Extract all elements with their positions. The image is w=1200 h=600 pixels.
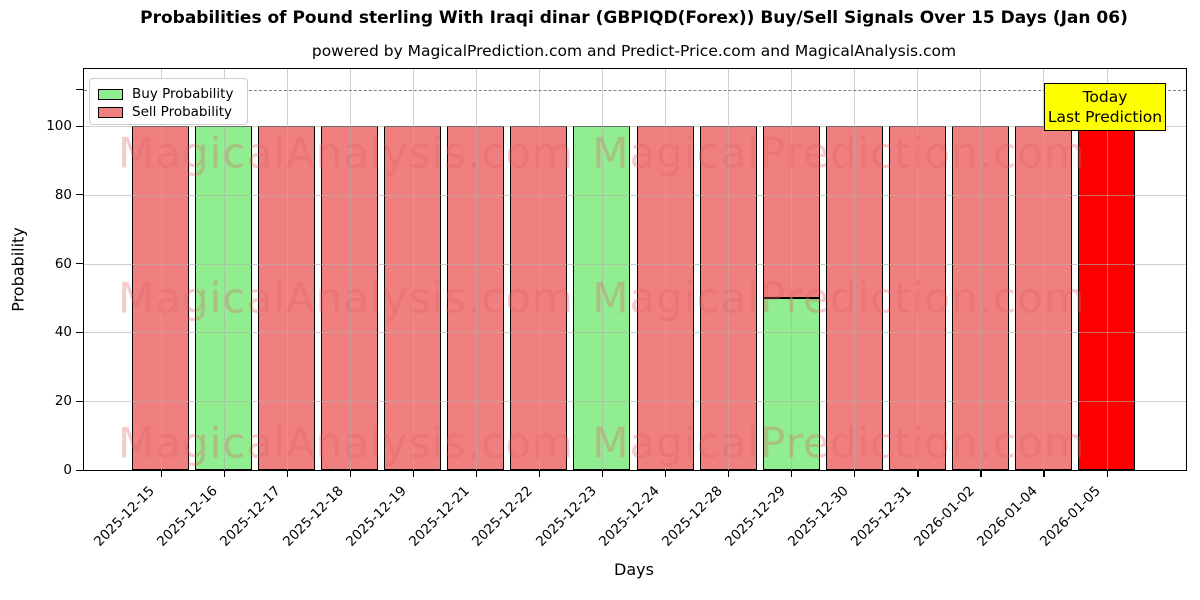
x-tick-label: 2026-01-05: [1037, 483, 1104, 550]
x-tick-label: 2025-12-16: [154, 483, 221, 550]
v-gridline: [601, 69, 603, 470]
x-tick-mark: [286, 471, 288, 477]
y-tick-label: 80: [54, 186, 72, 203]
legend-item-buy: Buy Probability: [98, 87, 233, 101]
v-gridline: [791, 69, 793, 470]
x-tick-mark: [791, 471, 793, 477]
x-tick-label: 2026-01-02: [910, 483, 978, 550]
watermark-text: MagicalPrediction.com: [592, 418, 1086, 468]
watermark-text: MagicalAnalysis.com: [118, 273, 574, 323]
x-tick-mark: [1043, 471, 1045, 477]
x-tick-label: 2025-12-31: [847, 483, 915, 550]
x-tick-label: 2025-12-15: [91, 483, 158, 550]
x-tick-mark: [728, 471, 730, 477]
v-gridline: [223, 69, 225, 470]
threshold-dashed-line: [84, 89, 1186, 91]
x-tick-label: 2025-12-21: [406, 483, 474, 550]
plot-area: MagicalAnalysis.com MagicalPrediction.com…: [46, 68, 1187, 550]
y-tick-mark-upper: [76, 89, 83, 91]
v-gridline: [1106, 69, 1108, 470]
x-tick-label: 2025-12-29: [721, 483, 789, 550]
x-tick-label: 2025-12-22: [469, 483, 537, 550]
x-tick-mark: [601, 471, 604, 477]
y-tick-label: 0: [63, 462, 72, 478]
x-tick-mark: [223, 471, 225, 477]
h-gridline: [84, 401, 1186, 403]
x-tick-mark: [980, 471, 982, 477]
h-gridline: [84, 332, 1186, 334]
watermark-text: MagicalPrediction.com: [592, 273, 1086, 323]
watermark-text: MagicalAnalysis.com: [118, 128, 574, 178]
x-tick-label: 2025-12-19: [343, 483, 411, 550]
v-gridline: [538, 69, 540, 470]
today-annotation-line1: Today: [1082, 88, 1128, 106]
x-tick-label: 2025-12-18: [280, 483, 348, 550]
chart-subtitle: powered by MagicalPrediction.com and Pre…: [311, 42, 957, 60]
x-tick-mark: [538, 471, 541, 477]
v-gridline: [475, 69, 477, 470]
v-gridline: [854, 69, 856, 470]
x-tick-mark: [412, 471, 414, 477]
y-tick-label: 100: [46, 118, 72, 134]
x-tick-label: 2026-01-04: [973, 483, 1041, 550]
x-tick-mark: [854, 471, 856, 477]
h-gridline: [84, 263, 1186, 265]
y-tick-mark: [76, 331, 83, 334]
v-gridline: [349, 69, 351, 470]
chart-title: Probabilities of Pound sterling With Ira…: [140, 8, 1128, 28]
x-tick-label: 2025-12-28: [658, 483, 726, 550]
legend-item-sell: Sell Probability: [98, 105, 232, 119]
y-axis-label: Probability: [8, 227, 28, 312]
y-tick-mark: [76, 263, 83, 265]
x-tick-label: 2025-12-30: [784, 483, 852, 550]
today-annotation-box: Today Last Prediction: [1044, 83, 1166, 131]
y-tick-label: 20: [54, 393, 72, 410]
v-gridline: [665, 69, 667, 470]
h-gridline: [84, 126, 1186, 127]
x-axis-label: Days: [614, 560, 654, 579]
sell-swatch: [98, 106, 123, 118]
y-tick-mark: [76, 400, 83, 402]
v-gridline: [286, 69, 288, 470]
x-tick-mark: [475, 471, 478, 477]
x-tick-label: 2025-12-24: [595, 483, 663, 550]
y-tick-label: 60: [54, 255, 72, 272]
v-gridline: [1043, 69, 1045, 470]
x-tick-mark: [1106, 471, 1108, 477]
watermark-text: MagicalAnalysis.com: [118, 418, 574, 468]
v-gridline: [980, 69, 982, 470]
x-tick-mark: [917, 471, 919, 477]
x-tick-label: 2025-12-17: [217, 483, 284, 550]
x-tick-mark: [665, 471, 667, 477]
v-gridline: [160, 69, 162, 470]
y-tick-label: 40: [54, 324, 72, 341]
v-gridline: [728, 69, 730, 470]
v-gridline: [412, 69, 414, 470]
buy-swatch: [98, 88, 123, 100]
legend-label-sell: Sell Probability: [132, 104, 233, 120]
y-tick-mark: [76, 469, 83, 471]
h-gridline: [84, 194, 1186, 196]
legend: Buy Probability Sell Probability: [89, 78, 248, 125]
watermark-text: MagicalPrediction.com: [592, 128, 1086, 178]
x-tick-label: 2025-12-23: [532, 483, 600, 550]
x-tick-mark: [160, 471, 162, 477]
legend-label-buy: Buy Probability: [132, 86, 234, 102]
y-tick-mark: [76, 125, 83, 127]
y-tick-mark: [76, 194, 83, 196]
today-annotation-line2: Last Prediction: [1047, 108, 1163, 126]
v-gridline: [917, 69, 919, 470]
x-tick-mark: [349, 471, 351, 477]
